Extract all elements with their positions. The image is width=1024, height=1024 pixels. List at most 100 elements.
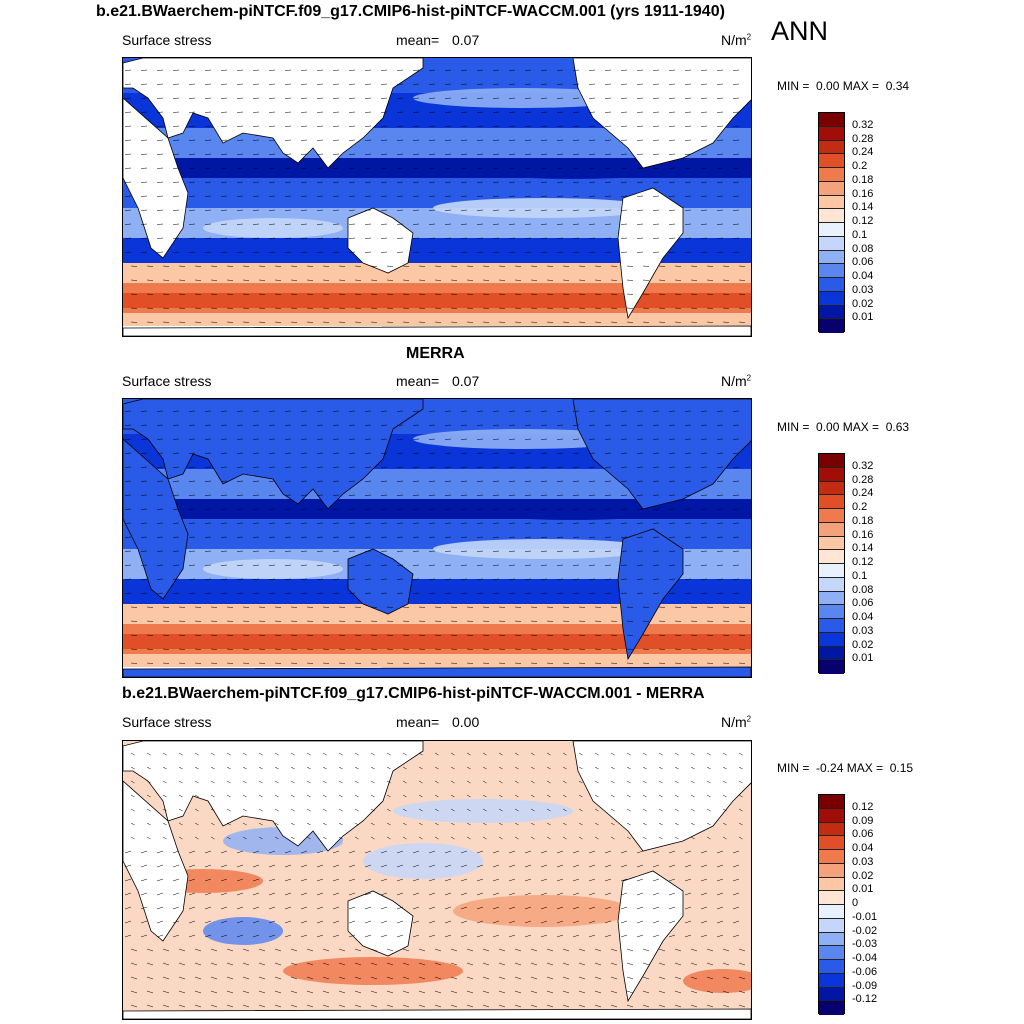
- colorbar-tick-label: 0.02: [852, 297, 874, 310]
- colorbar-swatch: [819, 236, 844, 251]
- colorbar-swatch: [819, 591, 844, 606]
- colorbar-tick-label: 0.1: [852, 228, 868, 241]
- colorbar-swatch: [819, 850, 844, 864]
- colorbar-swatch: [819, 891, 844, 905]
- colorbar-swatch: [819, 987, 844, 1002]
- colorbar-swatch: [819, 877, 844, 892]
- colorbar-swatch: [819, 918, 844, 933]
- colorbar-swatch: [819, 481, 844, 496]
- colorbar-swatch: [819, 536, 844, 551]
- colorbar-swatch: [819, 126, 844, 141]
- colorbar-swatch: [819, 946, 844, 960]
- colorbar-swatch: [819, 168, 844, 182]
- colorbar-tick-label: 0.09: [852, 814, 874, 827]
- colorbar-swatch: [819, 550, 844, 564]
- colorbar-swatch: [819, 564, 844, 578]
- colorbar-tick-label: 0.03: [852, 624, 874, 637]
- colorbar-swatch: [819, 973, 844, 988]
- colorbar-tick-label: -0.01: [852, 910, 878, 923]
- colorbar-tick-label: 0.04: [852, 842, 874, 854]
- colorbar-tick-label: 0.08: [852, 242, 874, 255]
- panel2-title: MERRA: [406, 345, 465, 362]
- colorbar-swatch: [819, 836, 844, 850]
- colorbar-tick-label: 0.14: [852, 542, 874, 555]
- panel3-minmax: MIN = -0.24 MAX = 0.15: [777, 761, 914, 775]
- colorbar-swatch: [819, 195, 844, 210]
- colorbar-tick-label: -0.06: [852, 965, 878, 978]
- colorbar-swatch: [819, 181, 844, 196]
- colorbar-swatch: [819, 577, 844, 592]
- panel3-variable: Surface stress: [122, 714, 212, 730]
- colorbar-tick-label: -0.02: [852, 924, 878, 937]
- panel1-mean-value: 0.07: [452, 32, 480, 48]
- colorbar-tick-label: 0.06: [852, 828, 874, 841]
- colorbar-swatch: [819, 863, 844, 878]
- colorbar-swatch: [819, 305, 844, 320]
- colorbar-tick-label: 0.18: [852, 514, 874, 527]
- colorbar-tick-label: 0.2: [852, 160, 868, 172]
- colorbar-tick-label: 0.12: [852, 215, 874, 227]
- colorbar-tick-label: 0.32: [852, 459, 874, 472]
- colorbar-swatch: [819, 522, 844, 537]
- panel1-variable: Surface stress: [122, 32, 212, 48]
- season-label: ANN: [771, 16, 829, 46]
- colorbar-swatch: [819, 264, 844, 278]
- colorbar-tick-label: 0.16: [852, 187, 874, 200]
- colorbar-tick-label: 0.01: [852, 883, 874, 896]
- colorbar-swatch: [819, 223, 844, 237]
- panel1-map: [122, 57, 752, 337]
- colorbar-tick-label: 0.16: [852, 528, 874, 541]
- colorbar-tick-label: 0.32: [852, 118, 874, 131]
- colorbar-swatch: [819, 454, 844, 468]
- colorbar-tick-label: 0.28: [852, 473, 874, 486]
- panel3-colorbar: [818, 794, 845, 1015]
- colorbar-tick-label: 0.04: [852, 270, 874, 282]
- colorbar-swatch: [819, 960, 844, 974]
- colorbar-swatch: [819, 291, 844, 306]
- colorbar-swatch: [819, 822, 844, 837]
- panel1-mean-label: mean=: [396, 32, 440, 48]
- colorbar-tick-label: 0.08: [852, 583, 874, 596]
- colorbar-tick-label: 0.06: [852, 597, 874, 610]
- colorbar-tick-label: 0.12: [852, 556, 874, 568]
- colorbar-tick-label: -0.12: [852, 993, 878, 1006]
- panel2-units: N/m2: [721, 373, 752, 389]
- colorbar-swatch: [819, 632, 844, 647]
- panel1-minmax: MIN = 0.00 MAX = 0.34: [777, 79, 910, 93]
- panel2-mean-value: 0.07: [452, 373, 480, 389]
- colorbar-tick-label: 0.14: [852, 201, 874, 214]
- colorbar-tick-label: -0.03: [852, 938, 878, 951]
- colorbar-tick-label: 0.02: [852, 638, 874, 651]
- panel2-map: [122, 398, 752, 678]
- colorbar-swatch: [819, 467, 844, 482]
- colorbar-tick-label: 0.18: [852, 173, 874, 186]
- panel1-colorbar: [818, 112, 845, 333]
- panel1-title: b.e21.BWaerchem-piNTCF.f09_g17.CMIP6-his…: [96, 3, 725, 20]
- panel3-map: [122, 740, 752, 1020]
- colorbar-swatch: [819, 646, 844, 661]
- colorbar-swatch: [819, 509, 844, 523]
- colorbar-swatch: [819, 495, 844, 509]
- panel1-units: N/m2: [721, 32, 752, 48]
- panel2-variable: Surface stress: [122, 373, 212, 389]
- colorbar-swatch: [819, 795, 844, 809]
- colorbar-tick-label: 0.2: [852, 501, 868, 513]
- colorbar-tick-label: 0: [852, 897, 859, 909]
- colorbar-swatch: [819, 113, 844, 127]
- colorbar-tick-label: 0.04: [852, 611, 874, 623]
- colorbar-swatch: [819, 619, 844, 633]
- colorbar-tick-label: 0.1: [852, 569, 868, 582]
- colorbar-swatch: [819, 278, 844, 292]
- panel3-mean-label: mean=: [396, 714, 440, 730]
- colorbar-tick-label: -0.04: [852, 952, 878, 964]
- colorbar-tick-label: 0.24: [852, 146, 874, 159]
- colorbar-tick-label: 0.03: [852, 283, 874, 296]
- colorbar-tick-label: 0.12: [852, 800, 874, 813]
- colorbar-swatch: [819, 660, 844, 674]
- colorbar-swatch: [819, 140, 844, 155]
- colorbar-tick-label: 0.28: [852, 132, 874, 145]
- colorbar-tick-label: 0.01: [852, 311, 874, 324]
- colorbar-swatch: [819, 932, 844, 947]
- colorbar-swatch: [819, 154, 844, 168]
- panel2-mean-label: mean=: [396, 373, 440, 389]
